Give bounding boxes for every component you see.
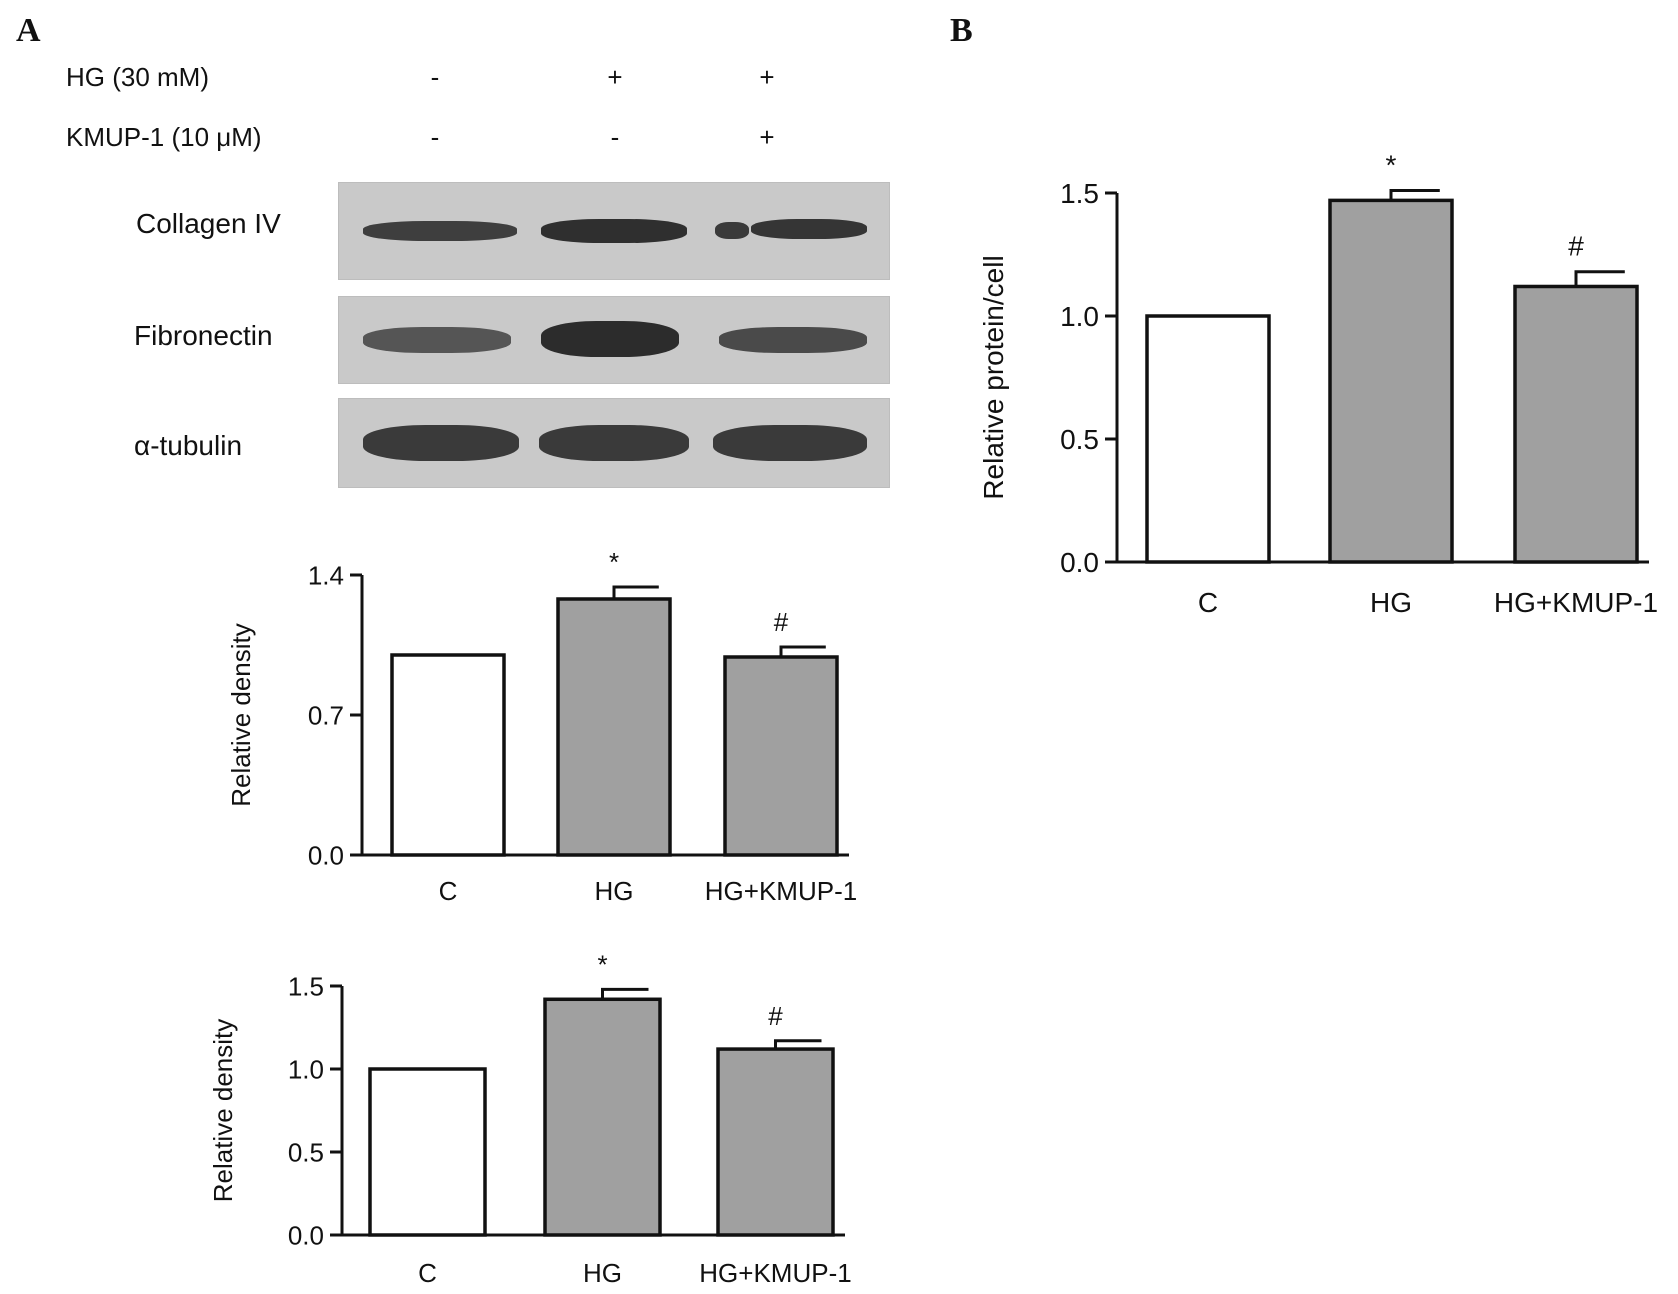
bar <box>1328 198 1454 564</box>
blot-band <box>363 327 511 353</box>
panel-label-b: B <box>950 12 973 49</box>
blot-alpha-tubulin <box>338 398 890 488</box>
condition-label-kmup: KMUP-1 (10 μM) <box>66 122 262 152</box>
bar <box>390 653 506 857</box>
x-tick-label: C <box>1198 587 1218 618</box>
bar <box>368 1067 487 1237</box>
y-axis-label: Relative density <box>208 1019 238 1203</box>
condition-mark: - <box>430 122 440 152</box>
bar <box>1145 314 1271 564</box>
x-tick-label: C <box>439 876 458 906</box>
y-tick-label: 0.0 <box>288 1220 324 1250</box>
x-tick-label: HG <box>1370 587 1412 618</box>
y-tick-label: 0.7 <box>308 700 344 730</box>
blot-label-tubulin: α-tubulin <box>134 430 243 461</box>
y-tick-label: 0.5 <box>288 1137 324 1167</box>
x-tick-label: HG+KMUP-1 <box>1494 587 1658 618</box>
blot-band <box>541 321 679 357</box>
bar <box>556 597 672 857</box>
y-tick-label: 1.4 <box>308 560 344 590</box>
blot-band <box>751 219 867 239</box>
blot-band <box>715 222 749 239</box>
blot-band <box>363 221 517 241</box>
y-tick-label: 1.5 <box>288 971 324 1001</box>
y-tick-label: 1.0 <box>288 1054 324 1084</box>
bar <box>1513 284 1639 564</box>
significance-mark: # <box>774 607 789 637</box>
condition-mark: + <box>759 62 775 92</box>
significance-mark: * <box>597 949 607 979</box>
x-tick-label: HG+KMUP-1 <box>699 1258 851 1288</box>
y-tick-label: 0.5 <box>1060 424 1099 455</box>
condition-label-hg: HG (30 mM) <box>66 62 209 92</box>
significance-mark: # <box>768 1001 783 1031</box>
y-axis-label: Relative protein/cell <box>978 255 1009 499</box>
x-tick-label: HG <box>595 876 634 906</box>
significance-mark: * <box>609 547 619 577</box>
x-tick-label: HG+KMUP-1 <box>705 876 857 906</box>
x-tick-label: C <box>418 1258 437 1288</box>
blot-label-collagen: Collagen IV <box>136 208 281 239</box>
blot-collagen-iv <box>338 182 890 280</box>
panel-label-a: A <box>16 12 41 49</box>
y-axis-label: Relative density <box>226 623 256 807</box>
condition-mark: - <box>430 62 440 92</box>
significance-mark: * <box>1386 150 1397 181</box>
condition-mark: - <box>610 122 620 152</box>
bar <box>716 1047 835 1237</box>
blot-label-fibronectin: Fibronectin <box>134 320 273 351</box>
blot-band <box>713 425 867 461</box>
y-tick-label: 0.0 <box>308 840 344 870</box>
blot-fibronectin <box>338 296 890 384</box>
y-tick-label: 1.0 <box>1060 301 1099 332</box>
y-tick-label: 0.0 <box>1060 547 1099 578</box>
blot-band <box>541 219 687 243</box>
blot-band <box>719 327 867 353</box>
bar <box>543 997 662 1237</box>
blot-band <box>539 425 689 461</box>
bar <box>723 655 839 857</box>
condition-mark: + <box>607 62 623 92</box>
x-tick-label: HG <box>583 1258 622 1288</box>
y-tick-label: 1.5 <box>1060 178 1099 209</box>
significance-mark: # <box>1568 231 1584 262</box>
condition-mark: + <box>759 122 775 152</box>
blot-band <box>363 425 519 461</box>
